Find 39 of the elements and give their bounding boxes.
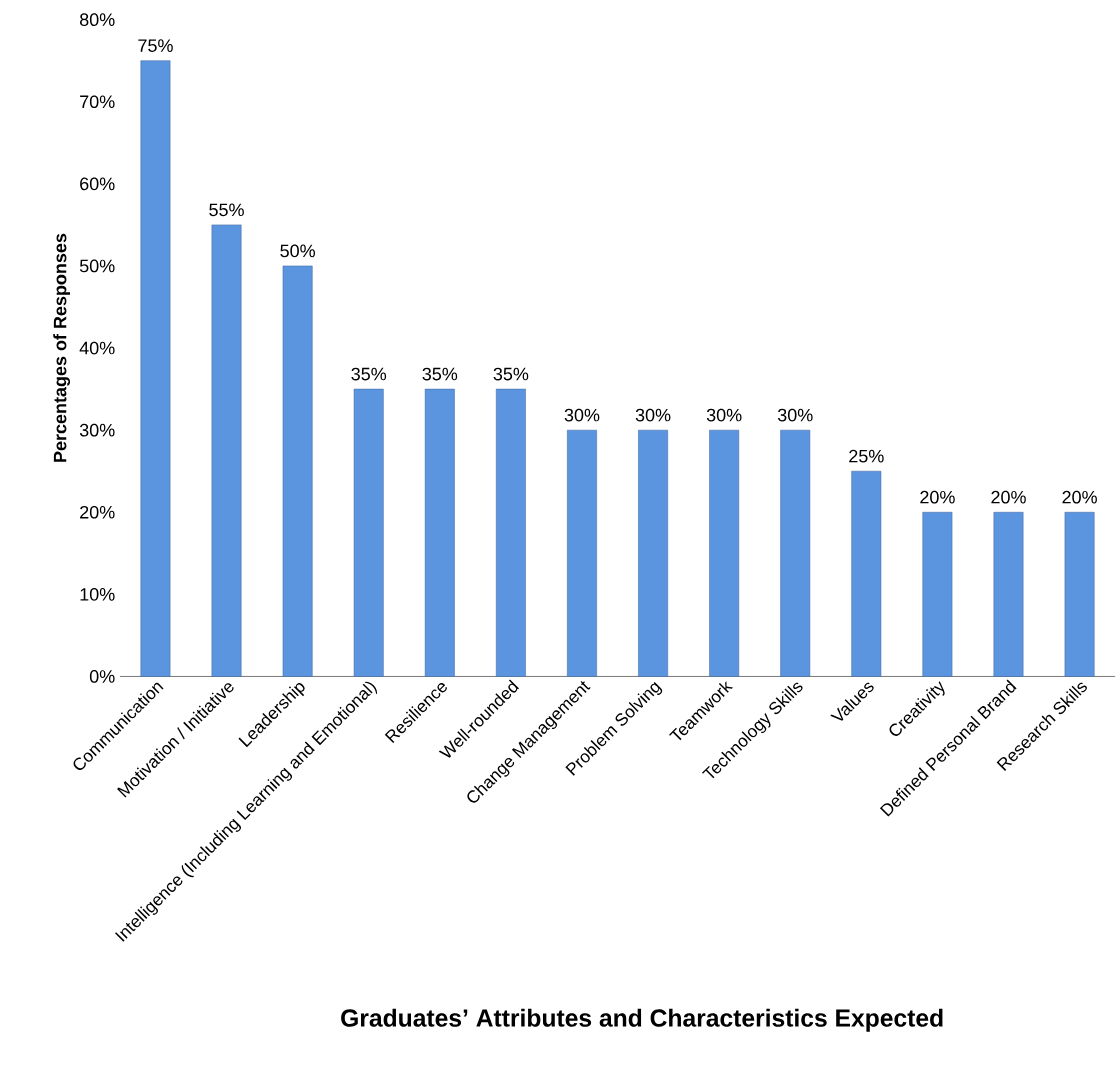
data-label: 30% xyxy=(706,408,742,422)
bar xyxy=(780,429,811,677)
y-tick-label: 50% xyxy=(79,259,115,273)
text: Graduates’ Attributes and Characteristics Expected xyxy=(341,1008,943,1032)
bar xyxy=(282,265,313,677)
y-tick-label: 20% xyxy=(80,505,115,519)
bar xyxy=(638,429,668,677)
bar xyxy=(993,511,1024,677)
y-tick-label: 80% xyxy=(79,13,115,26)
bar xyxy=(567,429,597,677)
data-label: 20% xyxy=(920,490,955,504)
y-tick-label: 30% xyxy=(79,423,115,437)
bar xyxy=(353,388,384,677)
y-tick-label: 10% xyxy=(80,587,115,601)
data-label: 35% xyxy=(351,367,387,381)
data-label: 30% xyxy=(564,408,600,422)
data-label: 20% xyxy=(991,490,1026,504)
bar xyxy=(922,511,953,677)
bar xyxy=(709,429,740,677)
bar xyxy=(424,388,455,677)
data-label: 25% xyxy=(849,449,884,463)
data-label: 35% xyxy=(493,367,529,381)
data-label: 35% xyxy=(422,367,458,381)
data-label: 20% xyxy=(1062,490,1097,504)
y-tick-label: 40% xyxy=(79,341,115,355)
data-label: 75% xyxy=(138,39,173,52)
bar xyxy=(140,60,171,677)
bar xyxy=(495,388,526,677)
y-tick-label: 0% xyxy=(89,670,115,683)
data-label: 50% xyxy=(280,244,315,258)
data-label: 55% xyxy=(209,203,244,217)
data-label: 30% xyxy=(635,408,671,422)
y-axis-title: Percentages of Responses xyxy=(53,233,71,462)
bar xyxy=(211,224,242,677)
y-tick-label: 70% xyxy=(80,95,115,109)
y-tick-label: 60% xyxy=(80,177,115,191)
data-label: 30% xyxy=(777,408,813,422)
bar xyxy=(1064,511,1095,677)
bar xyxy=(851,470,882,677)
